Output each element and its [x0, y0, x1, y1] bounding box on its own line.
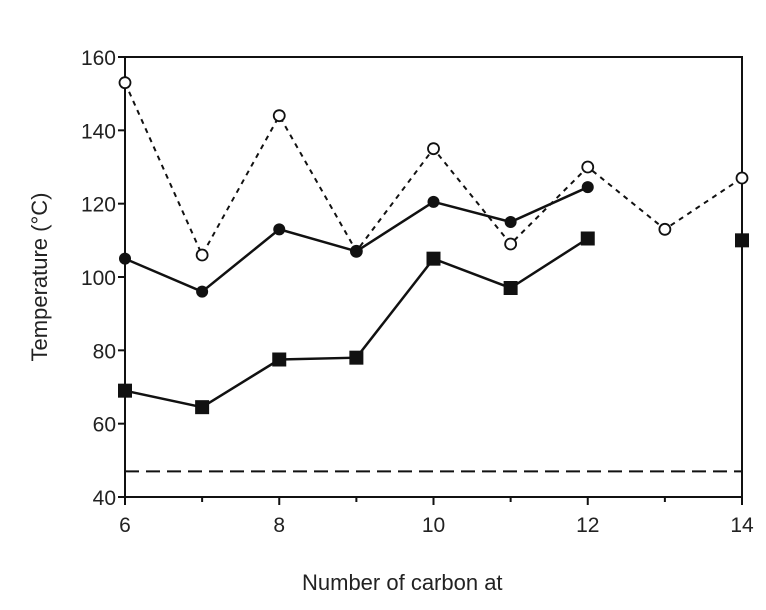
series-1-point: [272, 109, 286, 123]
x-tick-label: 10: [422, 514, 445, 537]
series-2-point: [350, 245, 363, 258]
series-1-point: [658, 222, 672, 236]
x-tick-label: 12: [576, 514, 599, 537]
y-tick-label: 60: [93, 414, 116, 437]
series-3-point: [503, 281, 518, 295]
series-1-point: [118, 76, 132, 90]
x-tick-label: 8: [273, 514, 285, 537]
x-tick-label: 14: [730, 514, 754, 537]
y-axis-ticks: 40 60 80 100 120 140 160: [81, 47, 125, 510]
series-3-line: [124, 237, 589, 409]
series-2-point: [427, 195, 440, 208]
series-1-point: [504, 237, 518, 251]
series-3-point: [195, 400, 210, 415]
series-1-point: [581, 160, 595, 174]
y-tick-label: 160: [81, 47, 116, 70]
series-1-line: [124, 82, 743, 258]
series-1-point: [427, 142, 440, 156]
y-tick-label: 140: [81, 120, 116, 143]
series-3-point: [118, 383, 132, 398]
y-tick-label: 100: [81, 267, 116, 290]
y-tick-label: 80: [93, 340, 116, 363]
series-2-point: [119, 252, 131, 265]
series-3-point: [272, 352, 287, 367]
x-axis-label: Number of carbon at: [302, 570, 503, 595]
series-2-point: [196, 285, 209, 298]
series-1-point: [195, 248, 209, 262]
x-axis-ticks: 6 8 10 12 14: [119, 497, 754, 537]
series-3-point: [735, 233, 749, 248]
series-markers: [118, 76, 749, 415]
series-lines: [124, 82, 743, 409]
series-2-point: [504, 216, 517, 228]
y-tick-label: 40: [93, 487, 116, 510]
series-3-point: [349, 350, 364, 365]
series-1-point: [735, 171, 749, 185]
series-3-point: [426, 251, 441, 266]
y-axis-label: Temperature (°C): [27, 193, 52, 362]
x-tick-label: 6: [119, 514, 131, 537]
series-3-point: [580, 231, 595, 246]
series-2-point: [581, 181, 594, 194]
series-2-point: [273, 223, 286, 236]
y-tick-label: 120: [81, 194, 116, 217]
plot-frame: [124, 56, 743, 498]
